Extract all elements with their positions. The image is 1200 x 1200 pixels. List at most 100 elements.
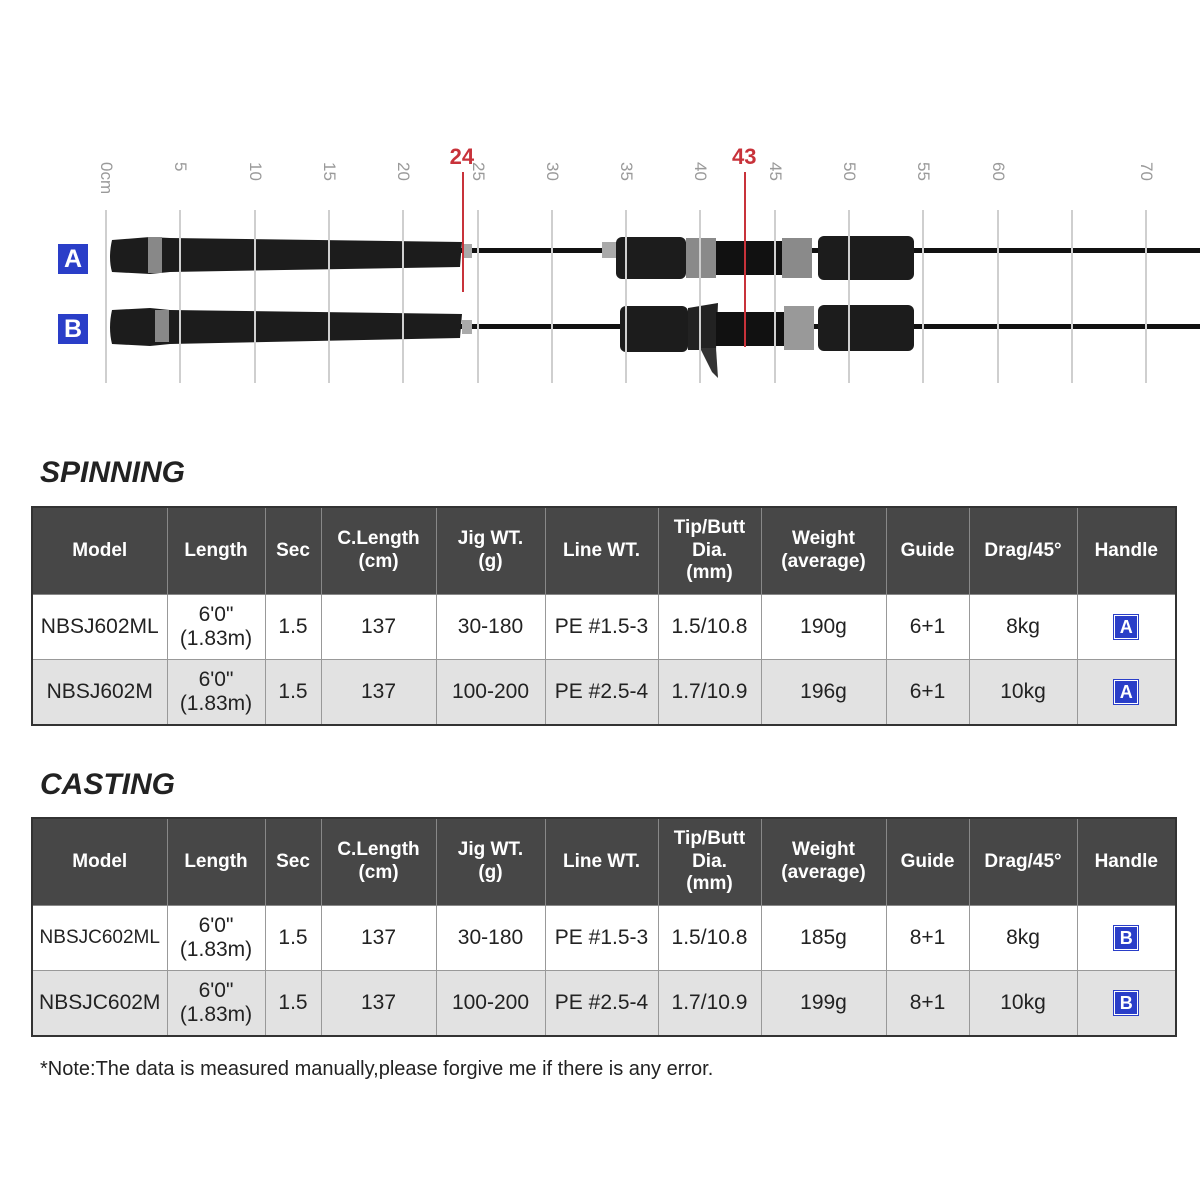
table-cell: NBSJ602M [31, 659, 168, 726]
ruler-tick-label: 55 [914, 162, 934, 181]
table-cell: 137 [320, 905, 437, 971]
table-cell: 190g [760, 594, 887, 660]
ruler-gridline [848, 210, 850, 383]
handle-cell: B [1076, 905, 1177, 971]
ruler-gridline [1145, 210, 1148, 383]
column-header: Model [31, 506, 168, 595]
ruler-tick-label: 20 [394, 162, 414, 181]
handle-badge: A [1113, 613, 1140, 640]
table-header-row: Model Length Sec C.Length (cm) Jig WT. (g) Li… [31, 506, 1177, 595]
ruler-tick-label: 70 [1137, 162, 1157, 181]
column-header: C.Length (cm) [320, 817, 437, 906]
column-header: Guide [885, 817, 970, 906]
table-cell: 1.5/10.8 [657, 905, 762, 971]
table-cell: 137 [320, 594, 437, 660]
table-cell: 6+1 [885, 659, 970, 726]
table-cell: 6+1 [885, 594, 970, 660]
ruler-tick-label: 60 [988, 162, 1008, 181]
table-header-row: Model Length Sec C.Length (cm) Jig WT. (g) Li… [31, 817, 1177, 906]
table-cell: NBSJC602ML [31, 905, 168, 971]
footnote: *Note:The data is measured manually,plea… [40, 1058, 714, 1080]
ruler-tick-label: 45 [765, 162, 785, 181]
column-header: Model [31, 817, 168, 906]
column-header: Length [166, 506, 266, 595]
handle-cell: A [1076, 659, 1177, 726]
column-header: Line WT. [544, 817, 659, 906]
column-header: C.Length (cm) [320, 506, 437, 595]
column-header: Sec [264, 506, 322, 595]
table-row: NBSJ602M 6'0" (1.83m) 1.5 137 100-200 PE #2.5… [31, 659, 1177, 726]
table-cell: PE #2.5-4 [544, 659, 659, 726]
table-cell: NBSJ602ML [31, 594, 168, 660]
table-row: NBSJC602M 6'0" (1.83m) 1.5 137 100-200 PE #2.… [31, 970, 1177, 1037]
handle-cell: B [1076, 970, 1177, 1037]
handle-badge: A [1113, 678, 1140, 705]
table-cell: NBSJC602M [31, 970, 168, 1037]
measure-marker-label: 43 [731, 144, 757, 169]
column-header: Tip/Butt Dia. (mm) [657, 506, 762, 595]
table-cell: 10kg [968, 659, 1078, 726]
rod-b-badge: B [58, 314, 88, 344]
table-cell: 1.5 [264, 594, 322, 660]
table-cell: 100-200 [435, 659, 546, 726]
ruler-gridline [1070, 210, 1073, 383]
measure-marker-line [461, 172, 464, 292]
table-cell: 1.5 [264, 970, 322, 1037]
rod-b-casting [110, 303, 1200, 378]
column-header: Drag/45° [968, 817, 1078, 906]
table-cell: 8kg [968, 905, 1078, 971]
table-cell: 6'0" (1.83m) [166, 594, 266, 660]
casting-spec-table: Model Length Sec C.Length (cm) Jig WT. (g) Li… [31, 817, 1177, 1037]
table-cell: PE #2.5-4 [544, 970, 659, 1037]
table-cell: 8+1 [885, 970, 970, 1037]
ruler-gridline [699, 210, 702, 383]
table-cell: 8+1 [885, 905, 970, 971]
table-cell: 1.7/10.9 [657, 659, 762, 726]
column-header: Tip/Butt Dia. (mm) [657, 817, 762, 906]
column-header: Drag/45° [968, 506, 1078, 595]
table-cell: 30-180 [435, 905, 546, 971]
ruler-tick-label: 40 [691, 162, 711, 181]
ruler-gridline [105, 210, 107, 383]
table-cell: 1.5 [264, 659, 322, 726]
table-cell: 100-200 [435, 970, 546, 1037]
table-cell: 6'0" (1.83m) [166, 659, 266, 726]
table-cell: 30-180 [435, 594, 546, 660]
measure-marker-line [743, 172, 746, 347]
ruler-gridline [773, 210, 776, 383]
table-cell: PE #1.5-3 [544, 905, 659, 971]
ruler-tick-label: 35 [617, 162, 637, 181]
ruler-tick-label: 10 [245, 162, 265, 181]
table-cell: 137 [320, 659, 437, 726]
ruler-gridline [922, 210, 925, 383]
ruler-gridline [402, 210, 405, 383]
ruler-tick-label: 0cm [97, 162, 116, 195]
table-cell: 185g [760, 905, 887, 971]
rod-a-badge: A [58, 244, 88, 274]
ruler-gridline [996, 210, 999, 383]
table-row: NBSJC602ML 6'0" (1.83m) 1.5 137 30-180 PE #1.… [31, 905, 1177, 971]
table-row: NBSJ602ML 6'0" (1.83m) 1.5 137 30-180 PE #1.5… [31, 594, 1177, 660]
ruler-tick-label: 5 [171, 162, 191, 172]
ruler-gridline [625, 210, 628, 383]
table-cell: 8kg [968, 594, 1078, 660]
length-ruler: A B [0, 140, 1200, 390]
spinning-title: SPINNING [40, 456, 186, 489]
table-cell: 137 [320, 970, 437, 1037]
column-header: Guide [885, 506, 970, 595]
column-header: Weight (average) [760, 817, 887, 906]
table-cell: 1.5/10.8 [657, 594, 762, 660]
spinning-spec-table: Model Length Sec C.Length (cm) Jig WT. (g) Li… [31, 506, 1177, 726]
table-cell: 6'0" (1.83m) [166, 905, 266, 971]
ruler-gridline [327, 210, 330, 383]
ruler-gridline [179, 210, 182, 383]
ruler-gridline [253, 210, 256, 383]
column-header: Weight (average) [760, 506, 887, 595]
column-header: Length [166, 817, 266, 906]
column-header: Sec [264, 817, 322, 906]
table-cell: 1.5 [264, 905, 322, 971]
measure-marker-label: 24 [449, 144, 475, 169]
table-cell: 10kg [968, 970, 1078, 1037]
table-cell: 196g [760, 659, 887, 726]
